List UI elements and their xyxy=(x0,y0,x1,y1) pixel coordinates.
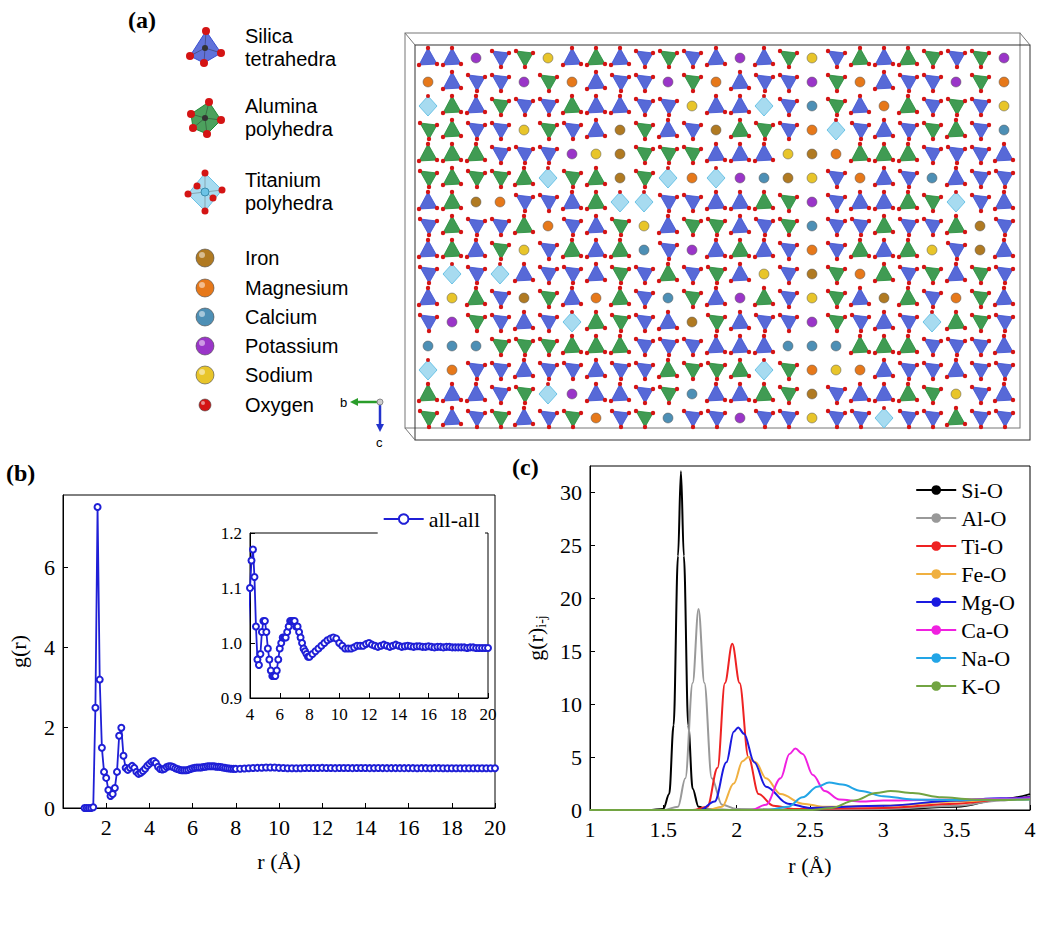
svg-text:Calcium: Calcium xyxy=(245,306,317,328)
svg-text:1.5: 1.5 xyxy=(650,817,678,842)
svg-text:r (Å): r (Å) xyxy=(788,853,831,878)
svg-text:10: 10 xyxy=(268,815,290,840)
svg-text:2.5: 2.5 xyxy=(796,817,824,842)
svg-text:1: 1 xyxy=(585,817,596,842)
svg-text:14: 14 xyxy=(354,815,376,840)
svg-text:0: 0 xyxy=(44,796,55,821)
svg-text:2: 2 xyxy=(44,715,55,740)
svg-text:i-j: i-j xyxy=(534,615,549,627)
svg-text:6: 6 xyxy=(44,555,55,580)
svg-text:1.0: 1.0 xyxy=(221,634,242,653)
svg-text:6: 6 xyxy=(187,815,198,840)
svg-text:1.1: 1.1 xyxy=(221,579,242,598)
svg-text:18: 18 xyxy=(441,815,463,840)
svg-text:14: 14 xyxy=(390,705,408,724)
svg-text:g(r): g(r) xyxy=(523,628,548,661)
svg-text:g(r): g(r) xyxy=(6,635,31,668)
svg-text:20: 20 xyxy=(480,705,497,724)
svg-text:8: 8 xyxy=(305,705,314,724)
svg-text:Ca-O: Ca-O xyxy=(961,618,1009,643)
svg-text:20: 20 xyxy=(560,586,582,611)
svg-text:0.9: 0.9 xyxy=(221,689,242,708)
svg-text:12: 12 xyxy=(311,815,333,840)
svg-text:Aluminapolyhedra: Aluminapolyhedra xyxy=(245,95,334,140)
svg-text:12: 12 xyxy=(361,705,378,724)
svg-text:Iron: Iron xyxy=(245,247,279,269)
svg-text:5: 5 xyxy=(571,745,582,770)
svg-text:Potassium: Potassium xyxy=(245,335,338,357)
svg-text:4: 4 xyxy=(1025,817,1036,842)
svg-text:10: 10 xyxy=(331,705,348,724)
svg-text:18: 18 xyxy=(450,705,467,724)
svg-text:4: 4 xyxy=(44,635,55,660)
svg-text:Oxygen: Oxygen xyxy=(245,394,314,416)
svg-text:30: 30 xyxy=(560,480,582,505)
svg-text:Fe-O: Fe-O xyxy=(961,562,1006,587)
svg-text:Magnesium: Magnesium xyxy=(245,277,348,299)
svg-text:r (Å): r (Å) xyxy=(257,849,300,874)
svg-text:Sodium: Sodium xyxy=(245,364,313,386)
svg-text:1.2: 1.2 xyxy=(221,524,242,543)
svg-text:25: 25 xyxy=(560,533,582,558)
svg-text:3.5: 3.5 xyxy=(943,817,971,842)
svg-text:Al-O: Al-O xyxy=(961,506,1006,531)
svg-text:Mg-O: Mg-O xyxy=(961,590,1015,615)
svg-text:16: 16 xyxy=(420,705,437,724)
svg-text:c: c xyxy=(376,435,383,450)
svg-text:Si-O: Si-O xyxy=(961,478,1003,503)
svg-text:4: 4 xyxy=(246,705,255,724)
svg-text:(c): (c) xyxy=(512,455,539,480)
svg-text:(b): (b) xyxy=(6,460,35,486)
svg-text:3: 3 xyxy=(878,817,889,842)
svg-text:Titaniumpolyhedra: Titaniumpolyhedra xyxy=(245,169,334,214)
svg-text:all-all: all-all xyxy=(429,507,480,532)
svg-text:Na-O: Na-O xyxy=(961,646,1010,671)
svg-text:(a): (a) xyxy=(128,7,156,33)
svg-text:10: 10 xyxy=(560,692,582,717)
svg-text:Silicatetrahedra: Silicatetrahedra xyxy=(245,25,337,70)
svg-text:15: 15 xyxy=(560,639,582,664)
svg-text:0: 0 xyxy=(571,798,582,823)
svg-text:4: 4 xyxy=(144,815,155,840)
svg-text:K-O: K-O xyxy=(961,674,1000,699)
svg-text:2: 2 xyxy=(731,817,742,842)
svg-text:b: b xyxy=(340,395,347,410)
svg-text:16: 16 xyxy=(398,815,420,840)
svg-text:6: 6 xyxy=(276,705,285,724)
svg-text:2: 2 xyxy=(101,815,112,840)
svg-text:20: 20 xyxy=(484,815,506,840)
svg-text:8: 8 xyxy=(230,815,241,840)
svg-text:Ti-O: Ti-O xyxy=(961,534,1003,559)
